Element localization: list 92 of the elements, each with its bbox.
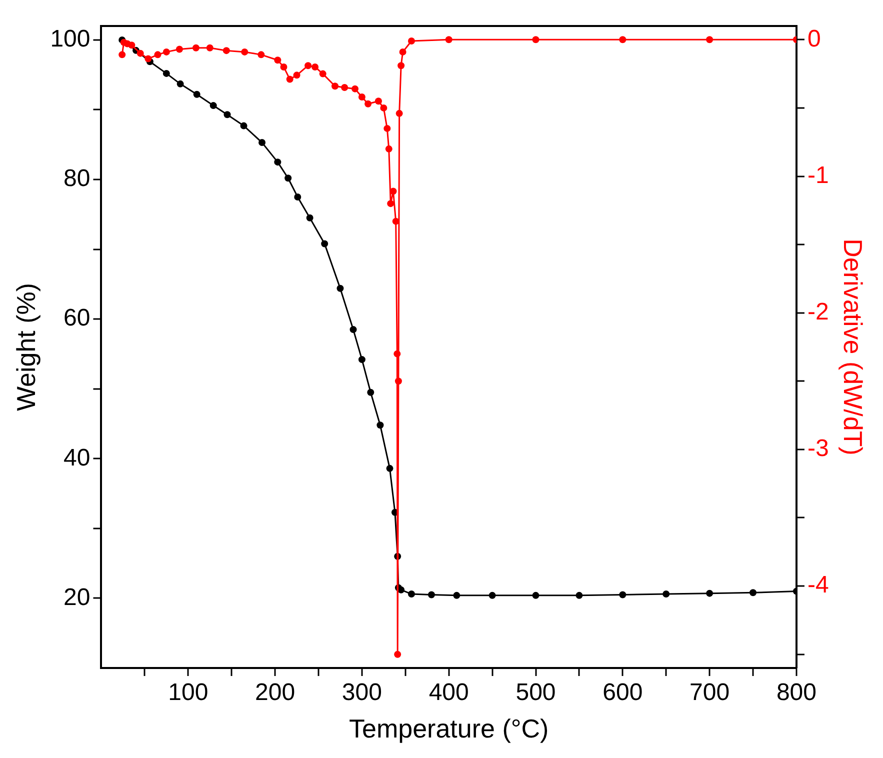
point: [394, 650, 402, 658]
point: [453, 592, 460, 599]
point: [341, 84, 348, 91]
point: [386, 464, 394, 472]
point: [358, 356, 366, 364]
point: [385, 145, 392, 152]
point: [128, 42, 136, 49]
point: [358, 94, 366, 101]
x-tick-label: 300: [342, 679, 382, 706]
point: [306, 214, 314, 222]
y2-tick-label: 0: [807, 25, 821, 52]
point: [380, 104, 388, 112]
point: [367, 388, 374, 396]
y-tick-label: 60: [64, 304, 90, 332]
point: [374, 98, 382, 105]
point: [387, 200, 394, 208]
point: [176, 80, 184, 88]
y-axis-title: Weight (%): [10, 282, 41, 412]
x-tick-label: 700: [690, 679, 730, 706]
point: [206, 44, 214, 52]
point: [136, 50, 144, 57]
point: [619, 591, 626, 598]
y2-tick-label: -1: [807, 162, 829, 189]
point: [351, 85, 358, 92]
point: [241, 48, 248, 56]
point: [394, 378, 402, 385]
y2-axis-title: Derivative (dW/dT): [838, 238, 868, 456]
x-tick-label: 500: [516, 679, 556, 706]
point: [332, 82, 339, 90]
point: [408, 590, 415, 598]
point: [286, 76, 294, 83]
point: [312, 63, 319, 70]
point: [706, 590, 714, 597]
point: [274, 158, 282, 166]
point: [576, 592, 583, 599]
point: [118, 51, 126, 58]
point: [336, 284, 344, 292]
point: [445, 36, 452, 44]
point: [750, 589, 757, 596]
point: [240, 122, 248, 130]
y-tick-label: 20: [64, 584, 90, 611]
point: [398, 62, 405, 70]
y2-tick-label: -4: [807, 572, 829, 599]
point: [162, 48, 170, 56]
point: [154, 51, 162, 58]
point: [222, 47, 230, 54]
point: [258, 139, 266, 146]
point: [619, 36, 626, 44]
point: [304, 62, 312, 70]
point: [392, 218, 400, 225]
point: [396, 110, 403, 117]
point: [293, 72, 300, 79]
point: [192, 44, 200, 52]
point: [428, 591, 435, 598]
point: [350, 326, 357, 334]
point: [364, 100, 372, 108]
point: [274, 56, 282, 64]
x-tick-label: 400: [428, 679, 469, 706]
point: [488, 592, 496, 599]
point: [532, 592, 540, 599]
point: [706, 36, 714, 44]
point: [321, 240, 328, 248]
point: [280, 63, 288, 70]
point: [162, 70, 170, 77]
y2-tick-label: -2: [807, 298, 829, 326]
point: [384, 124, 391, 132]
point: [408, 38, 415, 45]
x-axis-title: Temperature (°C): [349, 714, 549, 744]
point: [390, 188, 397, 195]
point: [532, 36, 540, 44]
y-tick-label: 40: [64, 444, 90, 472]
point: [399, 48, 406, 56]
y-tick-label: 100: [50, 26, 90, 53]
point: [224, 111, 231, 118]
point: [376, 422, 384, 429]
point: [398, 586, 405, 594]
point: [258, 51, 265, 58]
point: [144, 55, 152, 62]
y2-tick-label: -3: [807, 435, 829, 462]
point: [319, 70, 326, 78]
point: [210, 102, 217, 110]
x-tick-label: 800: [776, 679, 816, 706]
point: [193, 90, 200, 98]
point: [284, 174, 292, 182]
x-tick-label: 100: [168, 679, 208, 706]
point: [662, 590, 670, 598]
point: [294, 193, 302, 200]
point: [394, 350, 401, 358]
y-tick-label: 80: [64, 165, 90, 192]
point: [176, 46, 183, 53]
x-tick-label: 600: [602, 679, 643, 706]
x-tick-label: 200: [255, 679, 296, 706]
